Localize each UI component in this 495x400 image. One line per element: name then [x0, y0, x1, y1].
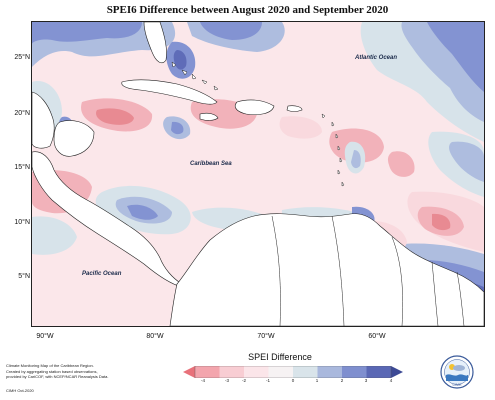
spei-region	[200, 22, 262, 40]
spei-region	[449, 141, 484, 182]
legend-swatch	[342, 366, 367, 378]
logo-text: CIMH	[453, 383, 462, 387]
lat-label-15n: 15°N	[14, 164, 30, 171]
legend-tick: 1	[315, 378, 319, 383]
lat-label-10n: 10°N	[14, 219, 30, 226]
legend-swatch	[293, 366, 318, 378]
credit: CIMH Oct-2020	[6, 388, 34, 393]
spei-region	[279, 116, 322, 139]
lon-label-90w: 90°W	[36, 333, 54, 340]
land-central-america	[32, 151, 183, 288]
lat-label-25n: 25°N	[14, 54, 30, 61]
legend-swatch	[391, 366, 403, 378]
legend-tick: -4	[200, 378, 206, 383]
lon-label-80w: 80°W	[146, 333, 164, 340]
legend-tick: -3	[224, 378, 230, 383]
spei-region	[427, 22, 484, 92]
legend-colorbar	[183, 366, 403, 378]
spei-region	[32, 22, 142, 44]
spei-region	[173, 50, 187, 70]
land-south-america	[169, 213, 484, 326]
legend-tick: -1	[265, 378, 271, 383]
lat-label-20n: 20°N	[14, 110, 30, 117]
spei-region	[387, 151, 415, 177]
spei-region	[96, 108, 134, 125]
legend-swatch	[183, 366, 195, 378]
spei-region	[32, 216, 77, 255]
land-jamaica	[199, 112, 219, 121]
spei-region	[127, 204, 158, 220]
land-yucatan	[53, 120, 95, 157]
land-puerto-rico	[286, 105, 303, 112]
legend-tick: 2	[340, 378, 344, 383]
pacific-ocean-label: Pacific Ocean	[82, 271, 122, 277]
legend-tick: 0	[291, 378, 295, 383]
legend-swatch	[219, 366, 244, 378]
land-south-america-internal-borders	[271, 215, 465, 326]
atlantic-ocean-label: Atlantic Ocean	[355, 55, 398, 61]
land-lesser-antilles	[321, 113, 345, 187]
caribbean-sea-label: Caribbean Sea	[190, 161, 232, 167]
legend-swatch	[195, 366, 220, 378]
footnote: Climate Monitoring Map of the Caribbean …	[6, 363, 166, 380]
land-hispaniola	[234, 99, 275, 116]
footnote-line: provided by CariCOF, with NCEP/NCAR Rean…	[6, 374, 109, 380]
land-mexico-gulf	[32, 91, 55, 149]
lon-label-70w: 70°W	[257, 333, 275, 340]
legend-swatch	[366, 366, 391, 378]
legend-swatch	[317, 366, 342, 378]
legend-title: SPEI Difference	[248, 352, 312, 362]
lon-label-60w: 60°W	[368, 333, 386, 340]
cimh-logo: CIMH	[440, 355, 474, 389]
land-bahamas	[171, 61, 219, 91]
map-panel	[31, 21, 485, 327]
map-title: SPEI6 Difference between August 2020 and…	[106, 4, 389, 16]
spei-region	[432, 213, 451, 231]
footnote-line: Climate Monitoring Map of the Caribbean …	[6, 363, 94, 368]
spei-region	[351, 150, 361, 169]
legend-swatch	[244, 366, 269, 378]
spei-region	[171, 121, 184, 135]
lat-label-5n: 5°N	[18, 273, 30, 280]
legend-tick: -2	[241, 378, 247, 383]
land-florida	[143, 22, 167, 64]
land-cuba	[121, 79, 218, 105]
legend-tick: 3	[364, 378, 368, 383]
legend-tick: 4	[389, 378, 393, 383]
legend-ticks: -4 -3 -2 -1 0 1 2 3 4	[183, 378, 403, 386]
legend-swatch	[268, 366, 293, 378]
footnote-line: Created by aggregating station based obs…	[6, 368, 98, 374]
